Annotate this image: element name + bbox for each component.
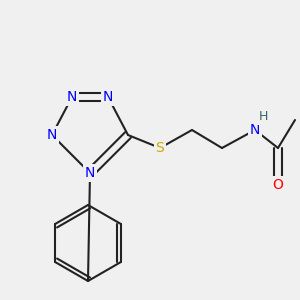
Text: N: N bbox=[103, 90, 113, 104]
Text: H: H bbox=[258, 110, 268, 122]
Text: N: N bbox=[67, 90, 77, 104]
Text: S: S bbox=[156, 141, 164, 155]
Text: O: O bbox=[273, 178, 283, 192]
Text: N: N bbox=[250, 123, 260, 137]
Text: N: N bbox=[47, 128, 57, 142]
Text: N: N bbox=[85, 166, 95, 180]
